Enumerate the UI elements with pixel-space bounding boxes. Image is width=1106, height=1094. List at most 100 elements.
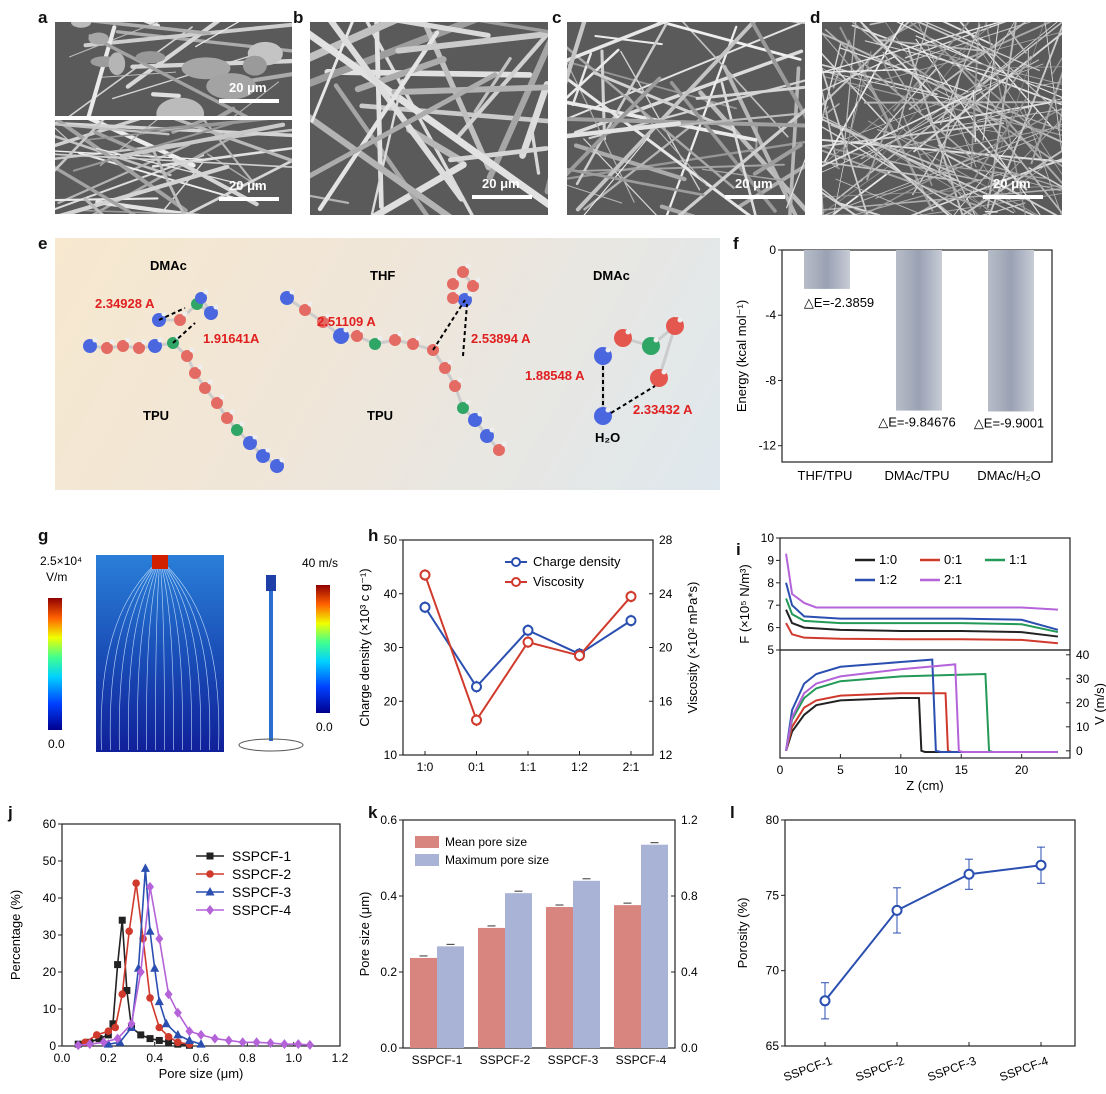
data-point: [173, 1007, 182, 1018]
data-point: [471, 714, 482, 726]
scale-label: 20 μm: [229, 80, 267, 95]
mol1-atom: [211, 397, 223, 409]
sem-fiber: [310, 114, 453, 215]
tick-label: 9: [767, 553, 774, 567]
data-point: [522, 636, 534, 648]
top-y-axis-label: F (×10⁵ N/m³): [737, 564, 752, 643]
chart-k-pore-size: 0.0 0.2 0.4 0.6 0.0 0.4 0.8 1.2 SSPCF-1 SSPCF-2 SS…: [357, 813, 698, 1067]
sem-fiber: [567, 22, 805, 120]
tick-label: 0.0: [54, 1051, 71, 1065]
x-axis-label: Pore size (μm): [159, 1066, 244, 1081]
panel-label-f: f: [733, 234, 739, 253]
sem-fiber: [843, 51, 872, 160]
mol2-atom: [407, 338, 419, 350]
hydrogen-atom: [239, 421, 245, 427]
y-axis-label: Porosity (%): [735, 898, 750, 969]
sem-fiber: [594, 35, 663, 46]
hydrogen-atom: [465, 263, 471, 269]
hydrogen-atom: [265, 447, 271, 453]
collector: [238, 738, 304, 752]
tick-label: 65: [766, 1039, 780, 1053]
tick-label: 0: [777, 763, 784, 777]
tick-label: 40: [43, 891, 57, 905]
sem-fiber: [981, 55, 1032, 129]
sem-fiber: [457, 30, 548, 138]
data-point: [891, 904, 903, 916]
sem-fiber: [83, 22, 292, 48]
mol2-atom: [369, 338, 381, 350]
mol2-thf-atom: [447, 278, 459, 290]
mol2-atom: [457, 402, 469, 414]
bar: [614, 905, 641, 1048]
chart-l-porosity: 65 70 75 80 SSPCF-1 SSPCF-2 SSPCF-3 SSPCF-4 Poro…: [735, 813, 1076, 1084]
sem-fiber: [69, 22, 160, 58]
sem-fiber: [333, 83, 430, 215]
mol3-subtitle: H₂O: [595, 430, 620, 445]
chart-i-force-velocity: 5 6 7 8 9 10 0 10 20 30 40 0 5 10 15 20 Z (cm) F (×10⁵ N/…: [737, 531, 1106, 793]
mol2-atom: [317, 316, 329, 328]
sem-fiber: [571, 52, 593, 107]
tick-label: 8: [767, 576, 774, 590]
sem-fiber: [824, 76, 1062, 136]
sem-fiber: [981, 202, 1026, 215]
sem-fiber: [130, 58, 292, 69]
sem-fiber: [752, 143, 803, 176]
hbond: [432, 299, 466, 351]
jet-stream: [269, 591, 273, 741]
nozzle: [266, 575, 276, 591]
sem-bead: [242, 55, 267, 76]
force-line: [785, 553, 1058, 611]
hydrogen-atom: [447, 359, 453, 365]
x-axis-label: Z (cm): [906, 778, 944, 793]
hydrogen-atom: [661, 369, 667, 375]
mol2-thf-atom: [457, 266, 469, 278]
mol2-atom: [389, 334, 401, 346]
panel-label-h: h: [368, 526, 379, 545]
mol2-atom: [299, 304, 311, 316]
sem-fiber: [395, 31, 548, 54]
legend-label: 0:1: [944, 552, 962, 567]
hydrogen-atom: [182, 311, 188, 317]
sem-fiber: [88, 34, 249, 116]
mol1-atom: [221, 412, 233, 424]
sem-fiber: [824, 103, 840, 115]
y-axis-label: Pore size (μm): [357, 892, 372, 977]
tick-label: 50: [384, 533, 398, 547]
sem-fiber: [143, 22, 161, 28]
sem-fiber: [83, 197, 104, 214]
scale-bar: [219, 197, 279, 201]
tick-label: 0: [769, 243, 776, 257]
sem-fiber: [519, 81, 548, 159]
sem-fiber: [852, 172, 1005, 215]
data-point: [155, 1036, 163, 1044]
tick-label: 1.2: [332, 1051, 349, 1065]
data-point: [819, 995, 831, 1007]
hydrogen-atom: [605, 407, 611, 413]
sem-fiber: [938, 77, 960, 172]
mol1-dmac-atom: [204, 306, 218, 320]
data-point: [146, 1035, 154, 1043]
data-point: [109, 1020, 117, 1028]
mol2-atom: [351, 330, 363, 342]
tick-label: 30: [384, 641, 398, 655]
hydrogen-atom: [489, 427, 495, 433]
panel-label-d: d: [810, 8, 821, 27]
hydrogen-atom: [455, 275, 461, 281]
scale-label: 20 μm: [993, 176, 1031, 191]
sem-image-c: [567, 22, 805, 215]
field-line: [155, 564, 160, 751]
field-line: [162, 564, 193, 751]
sem-bead: [71, 22, 92, 28]
hydrogen-atom: [229, 409, 235, 415]
sem-fiber: [872, 39, 1062, 167]
sem-fiber: [915, 47, 1062, 85]
sem-fiber: [55, 154, 205, 211]
velocity-line: [785, 658, 1058, 753]
tick-label: 10: [43, 1002, 57, 1016]
mol1-atom: [231, 424, 243, 436]
sem-fiber: [86, 25, 117, 116]
hydrogen-atom: [207, 379, 213, 385]
tick-label: 60: [43, 817, 57, 831]
hydrogen-atom: [161, 311, 167, 317]
tick-label: 24: [659, 587, 673, 601]
